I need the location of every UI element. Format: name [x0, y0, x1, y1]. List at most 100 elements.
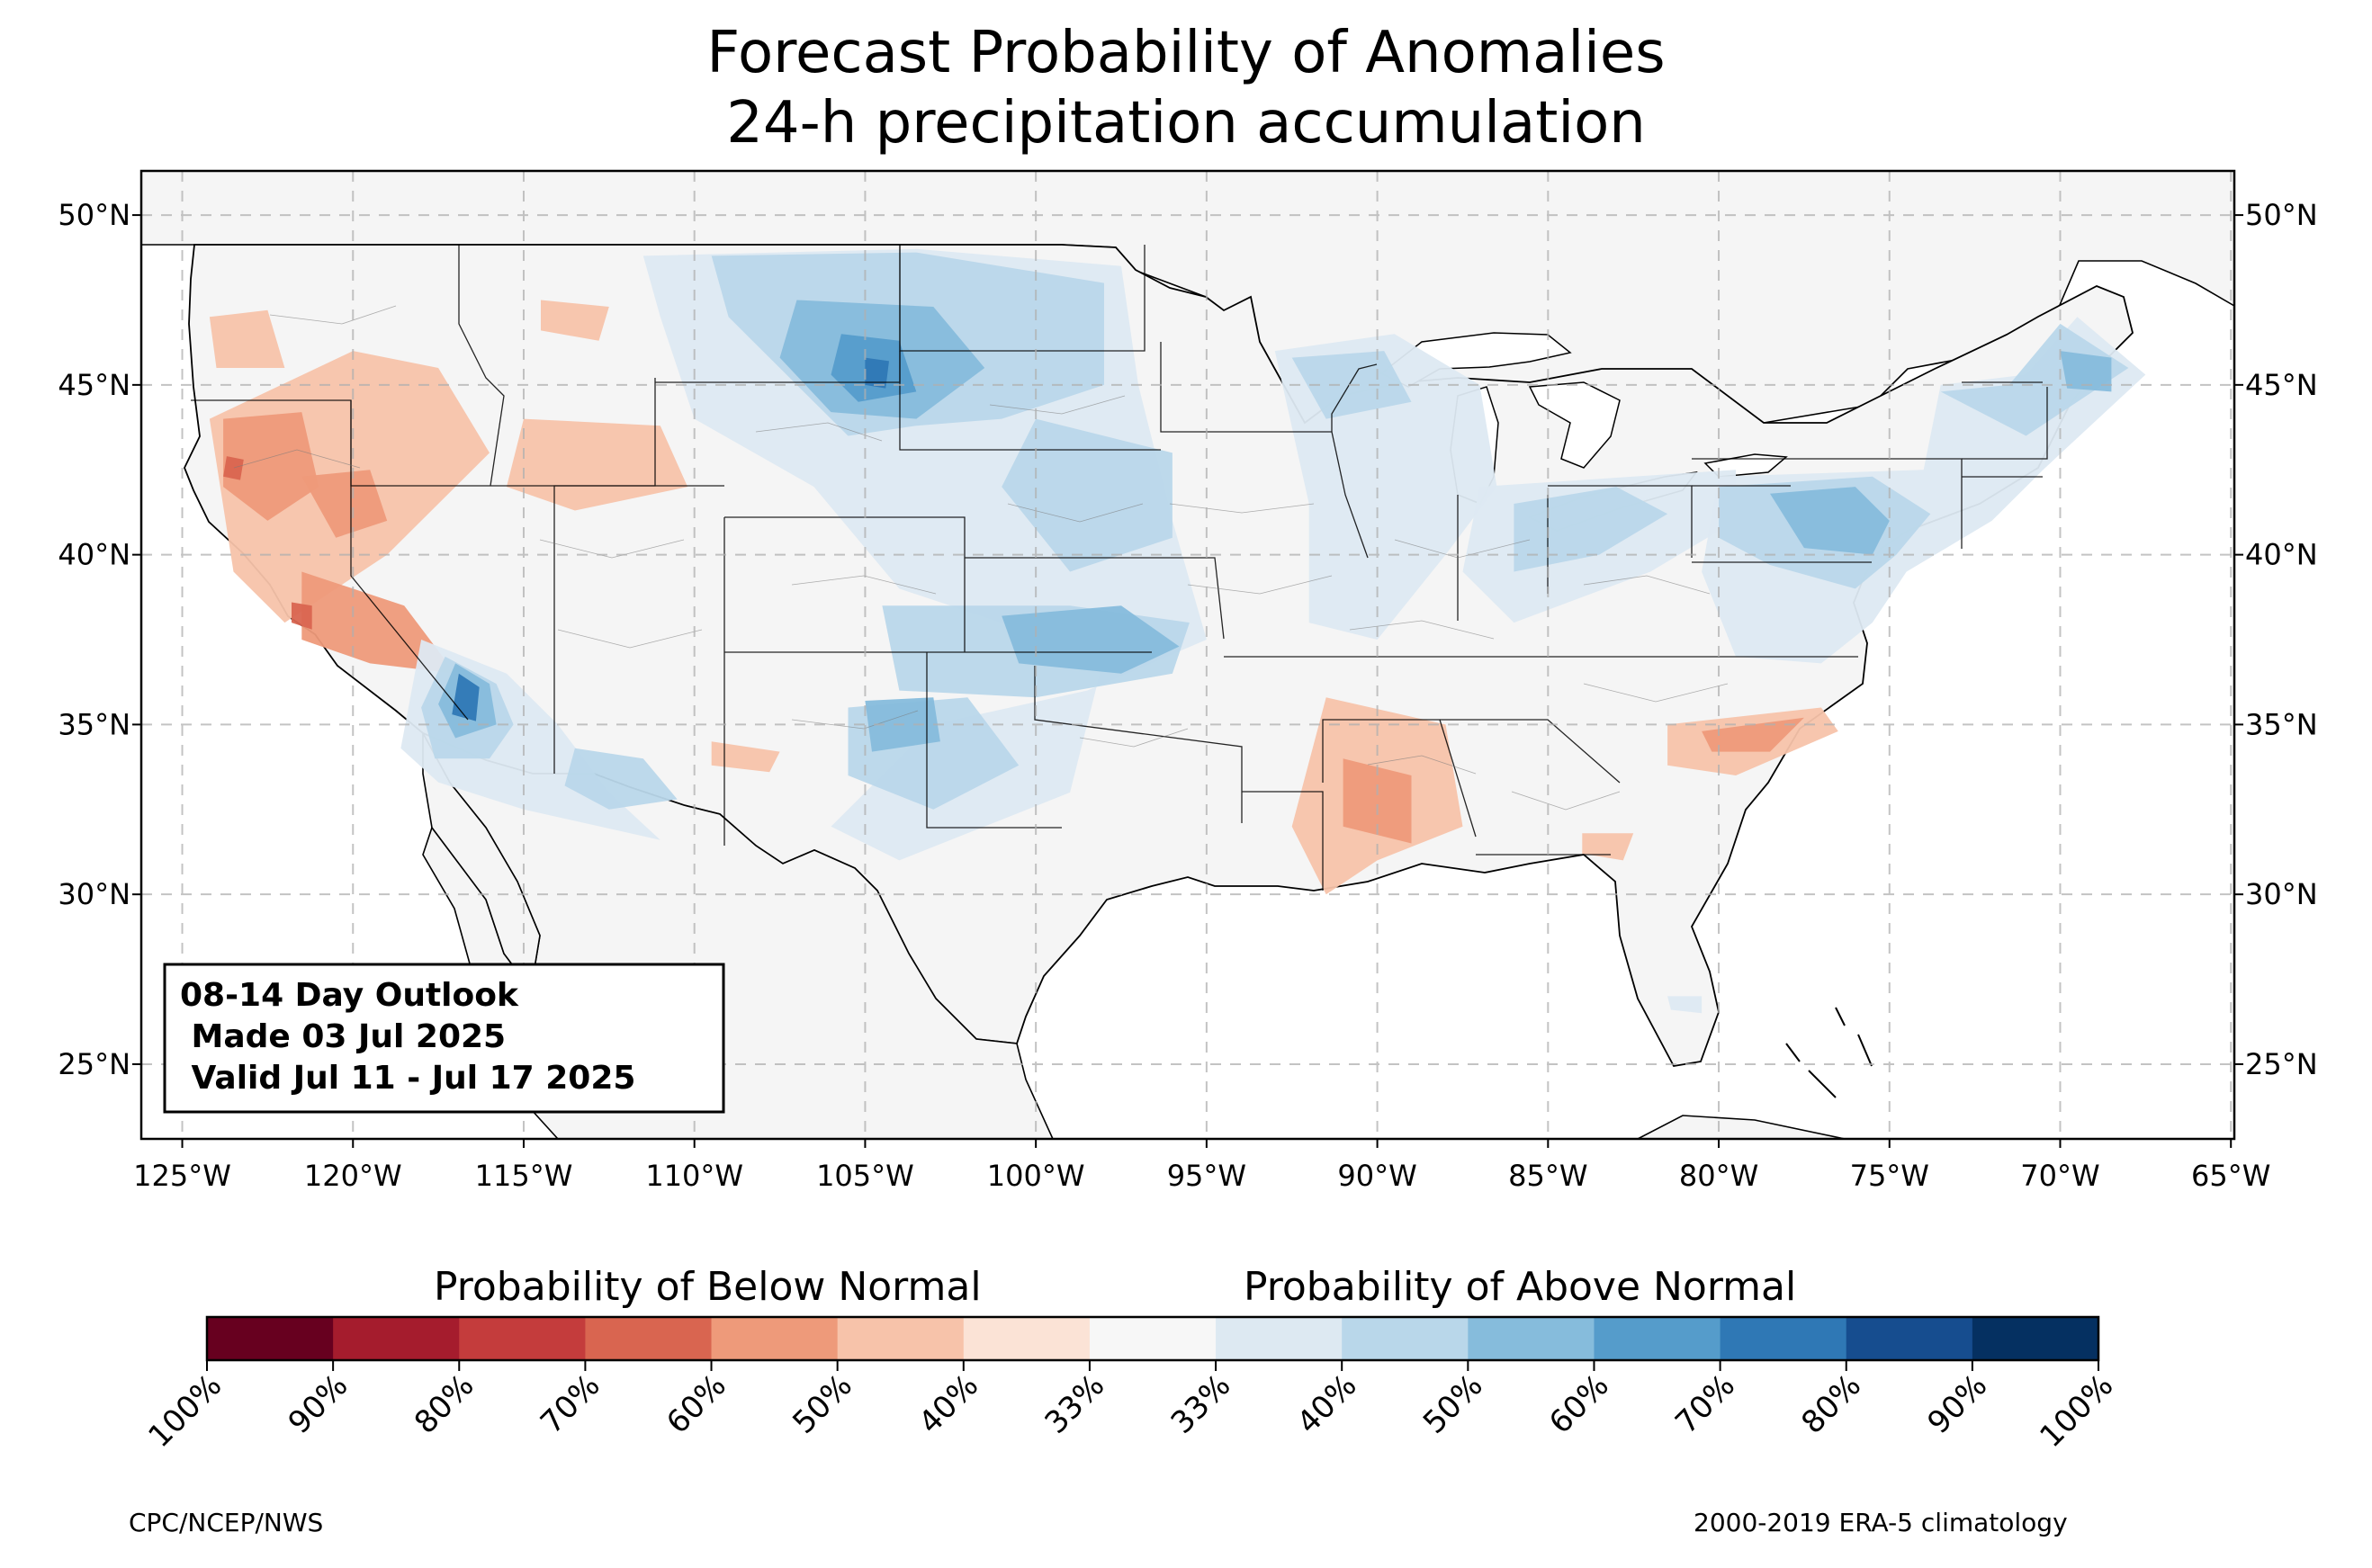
lat-label: 40°N [58, 538, 130, 572]
colorbar-above-label: Probability of Above Normal [1244, 1264, 1797, 1310]
colorbar-tick-label: 100% [141, 1367, 229, 1455]
bahamas-islands [1785, 1007, 1873, 1098]
latitude-labels-left: 50°N 45°N 40°N 35°N 30°N 25°N [58, 198, 141, 1081]
region-below-33-40-8 [507, 418, 688, 511]
region-below-40-50-3 [301, 470, 388, 538]
region-above-40-50-28 [1514, 487, 1668, 572]
region-below-33-40-9 [711, 741, 780, 773]
colorbar-tick-label: 40% [1290, 1367, 1364, 1441]
colorbar [205, 1315, 2100, 1362]
colorbar-segment [1972, 1317, 2099, 1360]
region-below-40-50-13 [1702, 717, 1804, 752]
region-above-50-60-33 [2060, 351, 2112, 392]
state-boundaries [191, 245, 2048, 891]
lon-label: 65°W [2191, 1159, 2270, 1193]
colorbar-segment [459, 1317, 586, 1360]
outlook-period: 08-14 Day Outlook [180, 977, 519, 1014]
colorbar-tick-label: 90% [1921, 1367, 1995, 1441]
colorbar-tick-label: 100% [2033, 1367, 2120, 1455]
region-above-50-60-32 [1770, 487, 1890, 555]
lon-label: 90°W [1337, 1159, 1416, 1193]
region-below-40-50-2 [223, 412, 319, 521]
colorbar-tick-label: 33% [1038, 1367, 1112, 1441]
lon-label: 110°W [645, 1159, 743, 1193]
colorbar-tick-label: 50% [786, 1367, 859, 1441]
colorbar-tick-label: 80% [1794, 1367, 1868, 1441]
colorbar-tick-label: 80% [408, 1367, 481, 1441]
colorbar-segment [585, 1317, 713, 1360]
region-above-33-40-15 [642, 248, 1207, 861]
lon-label: 100°W [987, 1159, 1085, 1193]
lon-label: 70°W [2020, 1159, 2099, 1193]
footer-source: CPC/NCEP/NWS [129, 1508, 324, 1537]
lat-label: 25°N [58, 1047, 130, 1081]
colorbar-frame [205, 1315, 2100, 1362]
latitude-labels-right: 50°N 45°N 40°N 35°N 30°N 25°N [2234, 198, 2318, 1081]
lat-label: 35°N [58, 707, 130, 741]
region-above-40-50-31 [1940, 323, 2129, 436]
lat-label: 30°N [58, 877, 130, 911]
lon-label: 125°W [133, 1159, 231, 1193]
colorbar-segment [1089, 1317, 1217, 1360]
region-below-60-70-5 [223, 456, 244, 480]
lon-label: 80°W [1679, 1159, 1758, 1193]
region-above-70-80-24 [865, 357, 889, 389]
region-above-40-50-38 [564, 748, 678, 810]
colorbar-segment [1720, 1317, 1847, 1360]
lon-label: 75°W [1850, 1159, 1929, 1193]
county-lines [233, 305, 1729, 811]
lat-label: 40°N [2245, 538, 2318, 572]
lat-label: 25°N [2245, 1047, 2318, 1081]
longitude-labels: 125°W 120°W 115°W 110°W 105°W 100°W 95°W 90°W 85… [133, 1139, 2270, 1193]
region-below-33-40-0 [209, 309, 285, 368]
colorbar-tick-label: 50% [1416, 1367, 1490, 1441]
colorbar-segment [1342, 1317, 1469, 1360]
colorbar-tick-label: 33% [1164, 1367, 1238, 1441]
lon-label: 105°W [816, 1159, 914, 1193]
lat-label: 45°N [2245, 368, 2318, 402]
colorbar-segment [333, 1317, 460, 1360]
region-above-40-50-17 [1002, 418, 1173, 572]
region-below-33-40-14 [1582, 833, 1634, 861]
colorbar-segment [1594, 1317, 1721, 1360]
lat-label: 30°N [2245, 877, 2318, 911]
colorbar-tick-label: 70% [1668, 1367, 1742, 1441]
outlook-info-box: 08-14 Day Outlook Made 03 Jul 2025 Valid… [163, 963, 725, 1114]
lat-label: 35°N [2245, 707, 2318, 741]
map-gridlines [141, 171, 2234, 1139]
lon-label: 120°W [304, 1159, 402, 1193]
colorbar-segment [963, 1317, 1091, 1360]
lat-label: 50°N [2245, 198, 2318, 232]
region-above-50-60-21 [1002, 605, 1180, 674]
map-frame [139, 169, 2236, 1141]
region-below-40-50-4 [301, 571, 456, 674]
map-title: Forecast Probability of Anomalies [706, 20, 1666, 86]
lat-label: 50°N [58, 198, 130, 232]
colorbar-tick-label: 40% [912, 1367, 985, 1441]
colorbar-segment [207, 1317, 334, 1360]
colorbar-segment [1216, 1317, 1343, 1360]
map-subtitle: 24-h precipitation accumulation [726, 90, 1646, 157]
valid-period: Valid Jul 11 - Jul 17 2025 [180, 1060, 635, 1097]
issue-date: Made 03 Jul 2025 [180, 1018, 506, 1055]
lat-label: 45°N [58, 368, 130, 402]
colorbar-tick-label: 90% [282, 1367, 355, 1441]
footer-climatology: 2000-2019 ERA-5 climatology [1694, 1508, 2068, 1537]
colorbar-segment [837, 1317, 965, 1360]
colorbar-segment [1846, 1317, 1973, 1360]
region-below-33-40-7 [541, 300, 609, 341]
lake-huron [1528, 381, 1621, 469]
colorbar-tick-label: 70% [534, 1367, 607, 1441]
region-below-60-70-6 [292, 602, 312, 630]
region-above-33-40-39 [1667, 996, 1703, 1014]
colorbar-segment [711, 1317, 839, 1360]
colorbar-segment [1468, 1317, 1595, 1360]
colorbar-tick-label: 60% [1542, 1367, 1616, 1441]
lon-label: 95°W [1167, 1159, 1246, 1193]
cuba-landmass [1637, 1115, 1846, 1139]
lon-label: 85°W [1508, 1159, 1587, 1193]
lon-label: 115°W [475, 1159, 573, 1193]
colorbar-below-label: Probability of Below Normal [434, 1264, 982, 1310]
colorbar-tick-labels: 100% 90% 80% 70% 60% 50% 40% 33% 33% 40% 50% 60% 70%… [141, 1360, 2120, 1455]
